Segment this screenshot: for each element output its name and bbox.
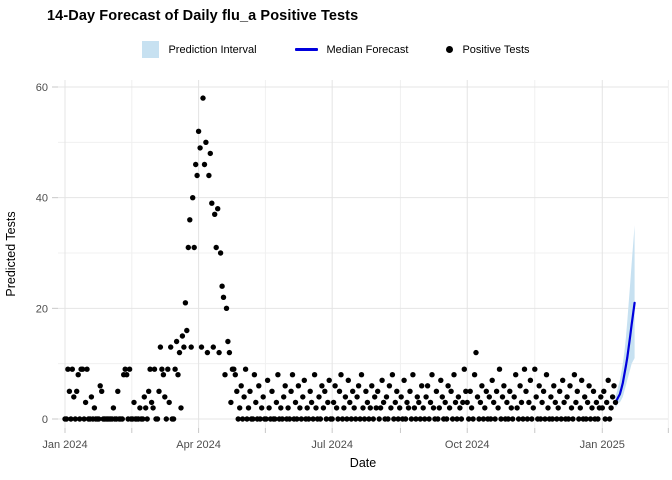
legend-label-median-forecast: Median Forecast	[326, 43, 409, 56]
x-axis-title: Date	[349, 456, 377, 470]
legend-item-prediction-interval: Prediction Interval	[142, 41, 257, 58]
legend-item-median-forecast: Median Forecast	[294, 43, 409, 56]
median-forecast-line-icon	[294, 48, 318, 51]
y-tick-label: 60	[36, 82, 48, 94]
legend-label-prediction-interval: Prediction Interval	[168, 43, 257, 56]
x-tick-label: Jan 2025	[580, 439, 625, 451]
y-tick-label: 20	[36, 303, 48, 315]
median-forecast-line	[614, 301, 636, 404]
y-tick-label: 40	[36, 193, 48, 205]
x-tick-label: Oct 2024	[445, 439, 490, 451]
chart-legend: Prediction Interval Median Forecast Posi…	[0, 41, 672, 58]
legend-item-positive-tests: Positive Tests	[446, 43, 530, 56]
x-tick-label: Apr 2024	[176, 439, 221, 451]
axis-tick-marks	[52, 86, 669, 433]
prediction-interval-swatch-icon	[142, 41, 160, 58]
x-tick-labels: Jan 2024 Apr 2024 Jul 2024 Oct 2024 Jan 2025	[42, 439, 625, 451]
chart-title: 14-Day Forecast of Daily flu_a Positive …	[47, 8, 359, 24]
y-tick-labels: 0 20 40 60	[36, 82, 48, 426]
x-tick-label: Jul 2024	[311, 439, 353, 451]
prediction-interval-band	[615, 225, 635, 408]
x-tick-label: Jan 2024	[42, 439, 87, 451]
legend-label-positive-tests: Positive Tests	[462, 43, 530, 56]
positive-tests-points	[62, 95, 619, 422]
positive-tests-point-icon	[446, 46, 454, 53]
y-tick-label: 0	[42, 414, 48, 426]
